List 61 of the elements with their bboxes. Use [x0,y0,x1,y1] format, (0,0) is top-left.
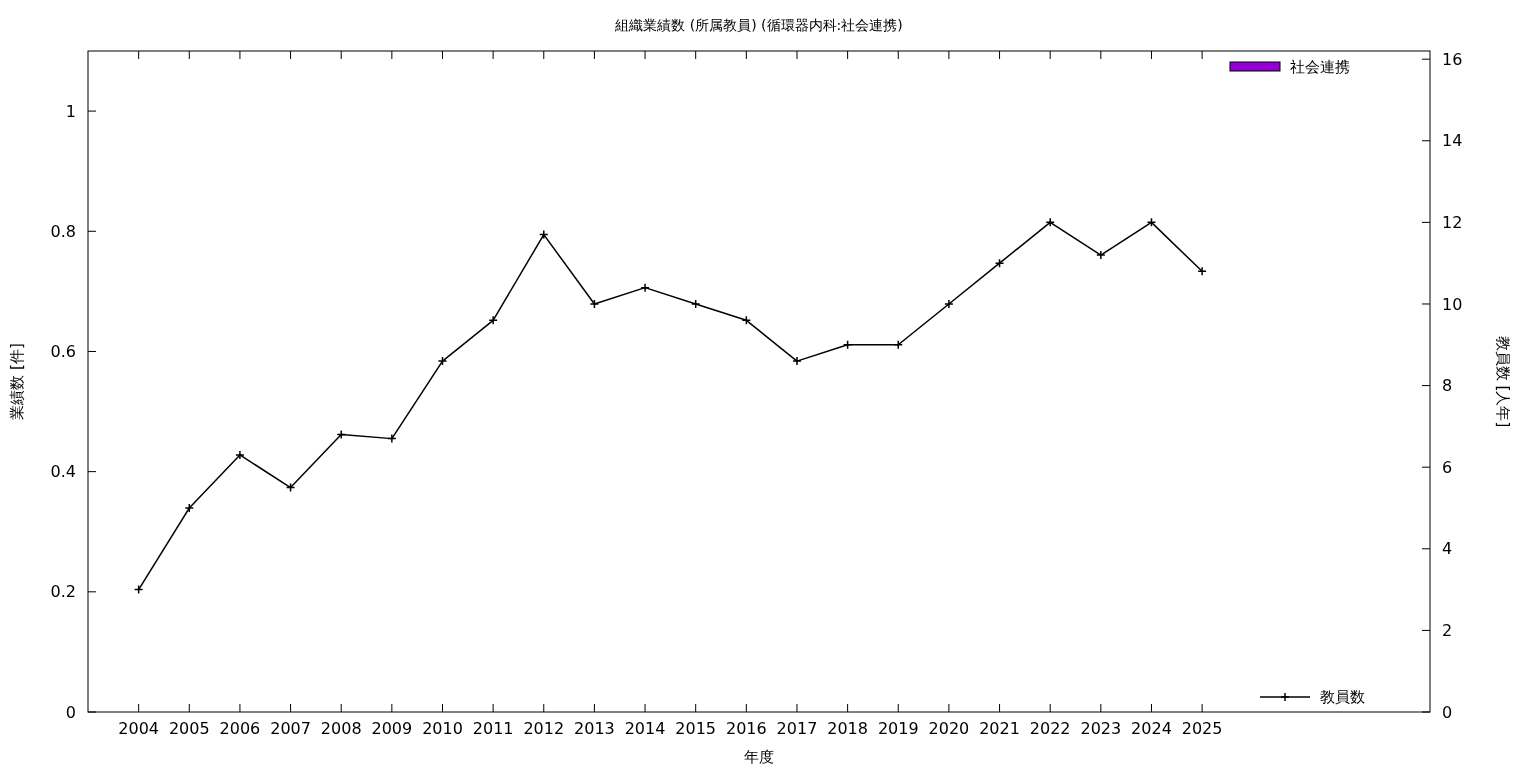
x-tick-label: 2019 [877,719,919,738]
x-axis-title: 年度 [744,748,774,766]
y2-tick-label: 12 [1442,212,1463,232]
point [994,258,1005,268]
y-tick-label: 0.8 [50,221,76,241]
x-tick-label: 2011 [472,719,514,738]
point [1197,266,1207,277]
point [690,299,701,309]
point [792,356,802,366]
y-tick-label: 0 [65,702,76,722]
point [437,356,448,366]
x-tick-label: 2015 [675,719,717,738]
x-tick-label: 2004 [118,719,159,738]
point [1096,250,1106,260]
y-tick-label: 1 [65,101,76,121]
x-tick-label: 2005 [168,719,210,738]
y-tick-label: 0.4 [50,462,76,482]
x-tick-label: 2008 [320,719,362,738]
y2-tick-label: 16 [1442,49,1463,69]
x-tick-label: 2025 [1181,719,1223,738]
y-axis-title: 業績数 [件] [8,343,26,420]
y-tick-label: 0.6 [50,342,76,362]
y2-tick-label: 2 [1442,621,1453,640]
x-tick-label: 2018 [827,719,868,738]
point [842,340,853,350]
point [944,299,954,309]
point [235,450,245,460]
x-tick-label: 2024 [1131,719,1172,738]
y2-tick-label: 4 [1442,539,1453,559]
x-tick-label: 2021 [979,719,1020,738]
point [184,503,195,513]
x-tick-label: 2020 [928,719,970,738]
chart-title: 組織業績数 (所属教員) (循環器内科:社会連携) [614,17,903,33]
point [589,299,600,309]
y2-tick-label: 0 [1442,702,1453,722]
x-tick-label: 2022 [1029,719,1071,738]
y2-axis-title: 教員数 [人年] [1494,335,1512,428]
legend-label: 社会連携 [1290,58,1350,77]
point [387,433,397,444]
x-tick-label: 2007 [270,719,311,738]
x-tick-label: 2023 [1080,719,1122,738]
point [640,282,650,293]
point [539,229,549,240]
y2-tick-label: 6 [1442,457,1453,477]
point [1045,217,1055,228]
legend-label: 教員数 [1320,688,1365,707]
x-tick-label: 2017 [776,719,818,738]
x-tick-label: 2013 [574,719,615,738]
point [893,340,904,350]
y2-tick-label: 10 [1442,294,1463,314]
y2-tick-label: 8 [1442,376,1453,396]
y-tick-label: 0.2 [50,582,76,602]
x-tick-label: 2014 [624,719,666,738]
x-tick-label: 2016 [725,719,767,738]
x-tick-label: 2010 [422,719,463,738]
x-tick-label: 2006 [219,719,261,738]
point [336,429,346,440]
x-tick-label: 2009 [371,719,413,738]
point [488,315,498,326]
x-tick-label: 2012 [523,719,565,738]
y2-tick-label: 14 [1442,131,1463,151]
